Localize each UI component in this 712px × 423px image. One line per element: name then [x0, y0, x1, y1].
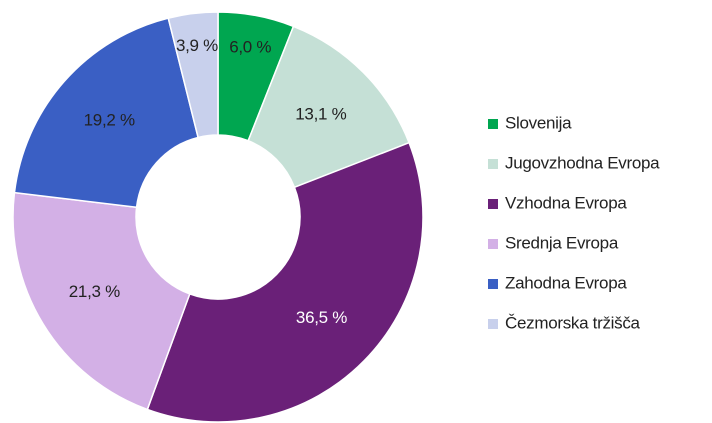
- legend-label: Čezmorska tržišča: [505, 313, 641, 332]
- data-label: 13,1 %: [295, 104, 346, 123]
- donut-slice: [146, 141, 424, 423]
- legend-label: Zahodna Evropa: [505, 273, 627, 292]
- legend-label: Srednja Evropa: [505, 233, 619, 252]
- donut-slice: [247, 25, 411, 189]
- legend-label: Jugovzhodna Evropa: [505, 153, 660, 172]
- legend-swatch: [488, 239, 498, 249]
- donut-slice: [13, 17, 200, 209]
- donut-slice: [12, 191, 191, 411]
- donut-slice: [167, 11, 219, 139]
- legend-swatch: [488, 319, 498, 329]
- data-label: 6,0 %: [229, 38, 271, 57]
- legend-label: Slovenija: [505, 113, 572, 132]
- legend-swatch: [488, 279, 498, 289]
- data-label: 3,9 %: [176, 36, 218, 55]
- data-label: 19,2 %: [84, 111, 135, 130]
- legend-label: Vzhodna Evropa: [505, 193, 627, 212]
- data-label: 21,3 %: [69, 282, 120, 301]
- legend-swatch: [488, 159, 498, 169]
- legend-swatch: [488, 119, 498, 129]
- data-label: 36,5 %: [296, 308, 347, 327]
- legend-swatch: [488, 199, 498, 209]
